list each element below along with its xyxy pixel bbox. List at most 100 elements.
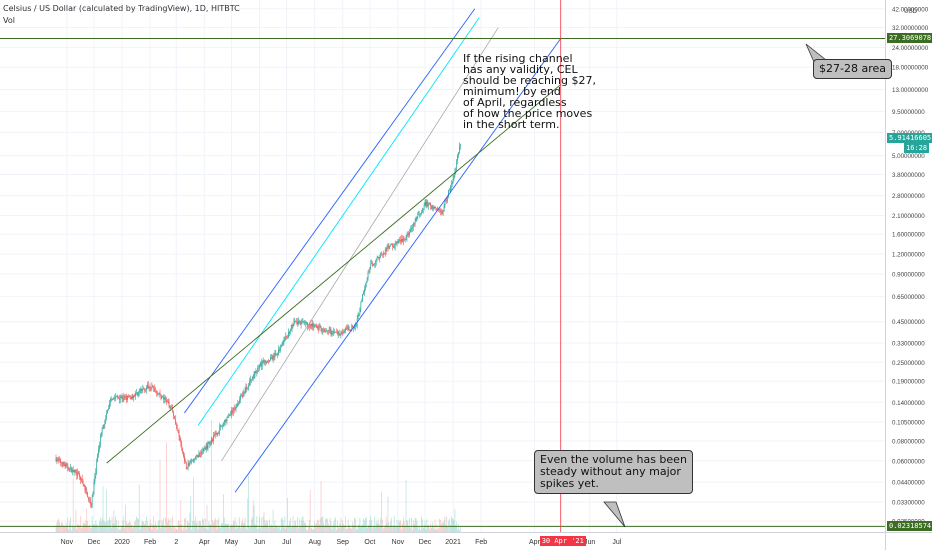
volume-bar — [374, 527, 376, 532]
candle-body — [349, 330, 351, 331]
candle-body — [331, 332, 333, 335]
volume-bar — [62, 525, 64, 532]
candle-body — [456, 160, 458, 168]
candle-body — [374, 263, 375, 265]
candle-body — [392, 244, 393, 247]
candle-body — [251, 377, 253, 380]
price-axis[interactable]: 42.00000000 32.00000000 24.00000000 18.0000… — [892, 6, 929, 525]
candle-body — [440, 211, 442, 213]
volume-bar — [405, 480, 407, 532]
candle-body — [63, 461, 65, 465]
volume-bar — [302, 516, 304, 532]
volume-bar — [169, 525, 171, 532]
volume-bar — [102, 486, 104, 532]
candle-body — [148, 386, 150, 389]
candle-body — [83, 483, 85, 486]
candle-body — [241, 395, 243, 397]
volume-bar — [401, 529, 402, 532]
candle-body — [375, 259, 377, 264]
volume-bar — [350, 528, 352, 532]
candle-body — [365, 281, 367, 284]
volume-bar — [187, 522, 189, 532]
volume-bar — [296, 526, 297, 532]
candle-body — [355, 325, 356, 327]
volume-bar — [231, 524, 232, 532]
volume-bar — [362, 524, 363, 532]
candle-body — [238, 403, 240, 405]
volume-bar — [364, 518, 366, 532]
candle-body — [448, 190, 449, 197]
candle-body — [237, 403, 239, 405]
volume-bar — [279, 526, 280, 532]
candle-body — [80, 478, 82, 480]
volume-bar — [72, 477, 74, 532]
volume-bar — [247, 498, 249, 532]
candle-body — [361, 301, 363, 303]
volume-bar — [310, 528, 312, 532]
candle-body — [296, 321, 297, 322]
volume-bar — [248, 475, 250, 532]
candle-body — [92, 491, 94, 497]
volume-bar — [410, 527, 411, 532]
volume-bar — [283, 527, 285, 532]
volume-bar — [374, 517, 375, 532]
candle-body — [213, 435, 214, 442]
volume-bar — [327, 519, 328, 532]
candle-body — [196, 455, 198, 456]
candle-body — [248, 384, 250, 388]
volume-bar — [425, 529, 427, 532]
candle-body — [451, 183, 453, 184]
candle-body — [340, 332, 342, 335]
candle-body — [228, 415, 230, 418]
candle-body — [81, 478, 83, 482]
volume-bar — [351, 528, 353, 532]
time-axis[interactable]: Nov Dec 2020 Feb 2 Apr May Jun Jul Aug Sep Oct Nov De… — [61, 539, 622, 546]
volume-bar — [86, 508, 88, 532]
candle-body — [277, 354, 278, 356]
candle-body — [222, 425, 223, 427]
candle-body — [382, 254, 383, 255]
volume-bar — [323, 522, 325, 532]
volume-bar — [237, 527, 239, 532]
volume-bar — [299, 527, 301, 532]
volume-bar — [138, 484, 140, 532]
volume-bar — [317, 519, 318, 532]
candle-body — [336, 332, 338, 335]
volume-bar — [222, 523, 223, 532]
candle-body — [141, 389, 143, 391]
countdown-tag: 16:28 — [904, 143, 930, 154]
time-tick-label: Jul — [612, 539, 621, 546]
candle-body — [153, 386, 155, 389]
volume-bar — [242, 523, 244, 532]
candle-body — [200, 453, 202, 455]
candle-body — [232, 407, 234, 413]
candle-body — [404, 239, 406, 241]
candle-body — [298, 320, 300, 324]
volume-bar — [80, 516, 81, 532]
candle-body — [151, 385, 153, 388]
volume-bar — [304, 522, 306, 532]
volume-bar — [120, 527, 122, 532]
time-tick-label: 2 — [174, 539, 178, 546]
target-callout[interactable]: $27-28 area — [813, 59, 892, 79]
time-tick-label: Dec — [419, 539, 432, 546]
price-tick-label: 42.00000000 — [892, 6, 929, 13]
volume-bar — [127, 523, 128, 532]
candle-body — [250, 379, 251, 382]
volume-bar — [275, 525, 277, 532]
volume-bar — [446, 516, 448, 532]
candle-body — [386, 246, 388, 251]
volume-bar — [151, 529, 153, 532]
candle-body — [411, 228, 412, 230]
channel-note[interactable]: If the rising channel has any validity, … — [463, 52, 596, 131]
channel-inner-line — [221, 27, 499, 461]
volume-callout[interactable]: Even the volume has been steady without … — [534, 450, 693, 494]
candle-body — [263, 360, 265, 362]
candle-body — [121, 396, 123, 399]
candle-body — [329, 329, 331, 330]
candle-body — [312, 323, 314, 328]
candle-body — [430, 203, 431, 207]
candle-body — [240, 395, 241, 400]
